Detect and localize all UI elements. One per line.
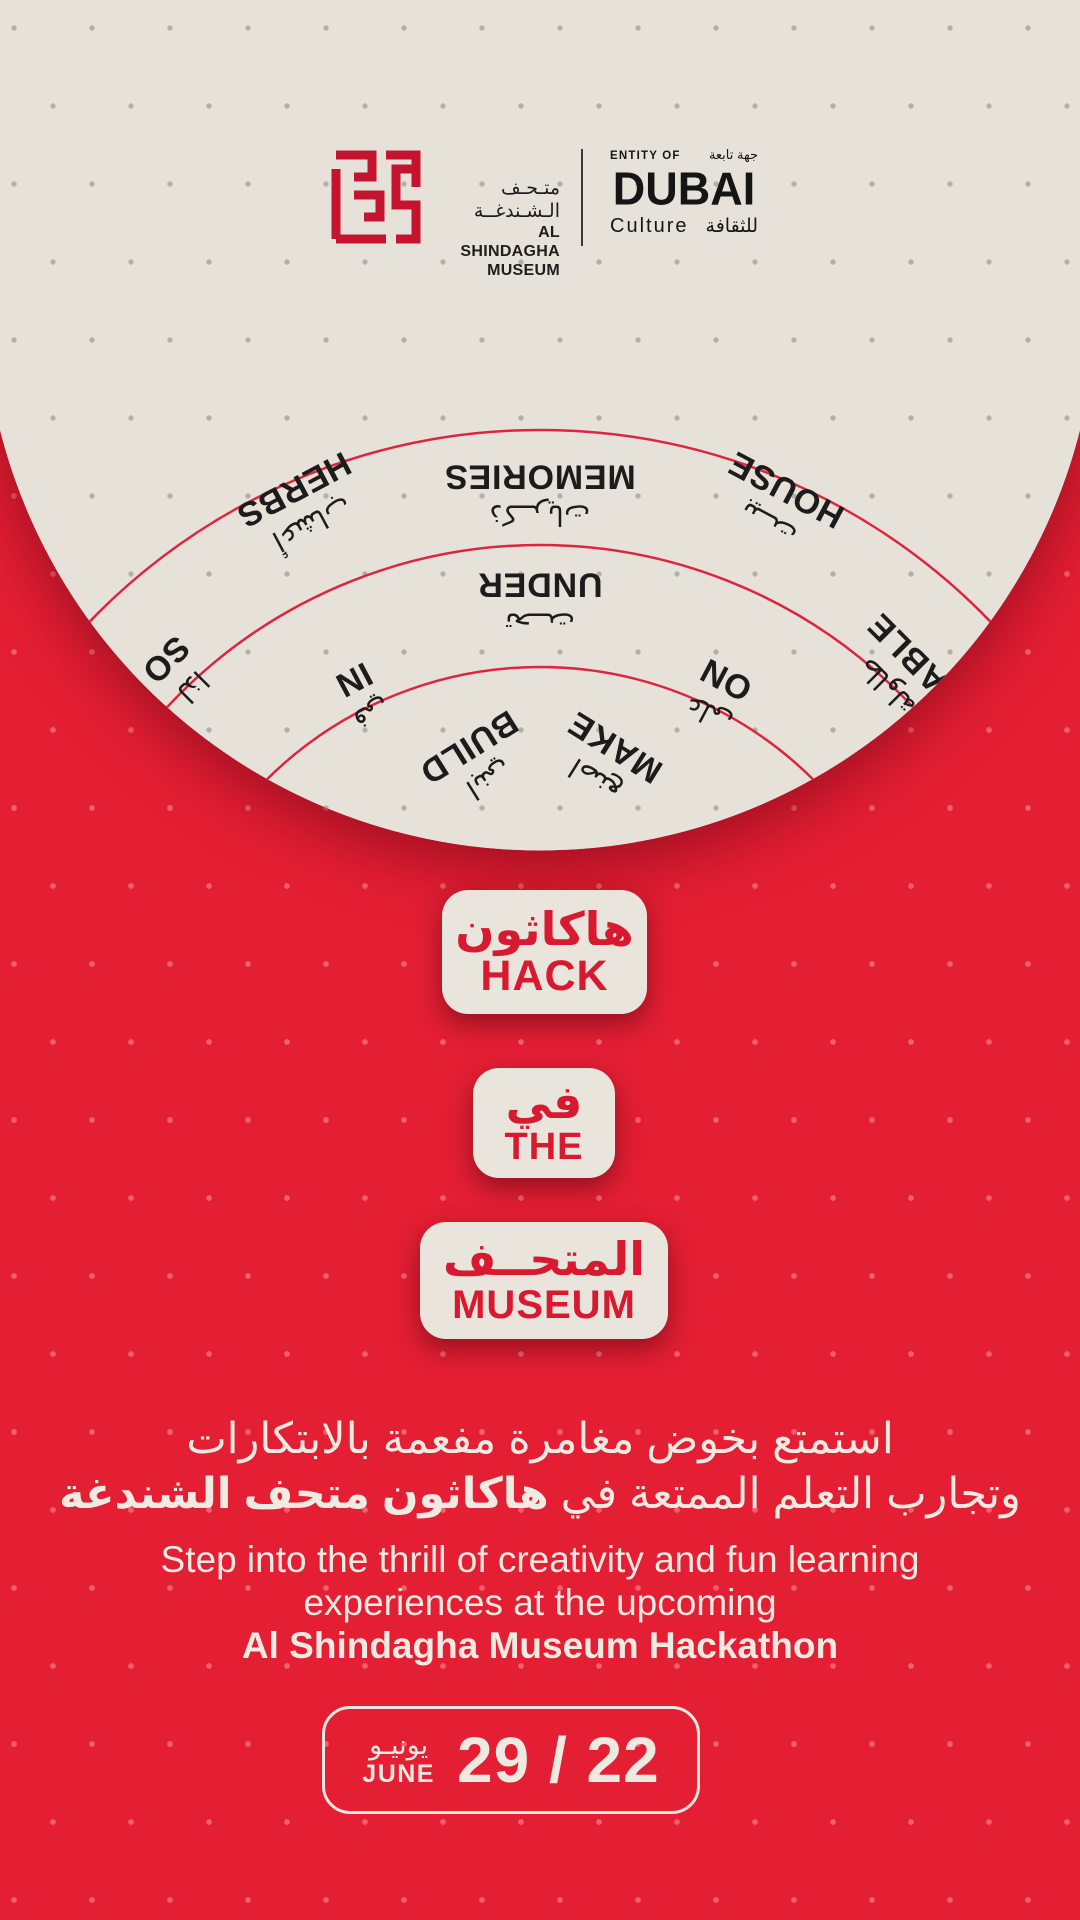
event-month-arabic: يونيـو (369, 1730, 429, 1761)
intro-english-line3: Al Shindagha Museum Hackathon (241, 1625, 839, 1666)
event-month: يونيـو JUNE (362, 1731, 435, 1788)
title-box-the-english: THE (504, 1125, 584, 1168)
intro-paragraph-english: Step into the thrill of creativity and f… (0, 1538, 1080, 1667)
entity-of-row: ENTITY OF جهة تابعة (610, 147, 758, 163)
brand-bar: متـحـف الـشـندغــة AL SHINDAGHA MUSEUM E… (322, 147, 758, 249)
intro-arabic-line2-bold: هاكاثون متحف الشندغة (59, 1470, 549, 1518)
intro-english-line1: Step into the thrill of creativity and f… (160, 1539, 920, 1580)
wheel-label-under: تحــت UNDER (478, 565, 603, 640)
intro-paragraph-arabic: استمتع بخوض مغامرة مفعمة بالابتكارات وتج… (0, 1412, 1080, 1522)
entity-of-label-arabic: جهة تابعة (708, 147, 758, 162)
wheel-label-memories: ذكــريات MEMORIES (444, 457, 636, 532)
event-days: 29 / 22 (456, 1724, 660, 1796)
museum-name-arabic-line2: الـشـندغــة (473, 201, 560, 222)
title-box-museum-arabic: المتحــف (442, 1232, 646, 1285)
event-month-english: JUNE (362, 1760, 435, 1789)
wheel-label-under-english: UNDER (477, 565, 603, 604)
museum-logo-text: متـحـف الـشـندغــة AL SHINDAGHA MUSEUM (440, 177, 560, 280)
logo-divider (581, 149, 583, 246)
culture-label-arabic: للثقافة (705, 216, 758, 237)
entity-of-label: ENTITY OF (610, 150, 681, 162)
wheel-arcs (0, 0, 1080, 900)
dubai-culture-logo: ENTITY OF جهة تابعة DUBAI Culture للثقاف… (610, 147, 758, 238)
title-box-hack-arabic: هاكاثون (455, 902, 634, 955)
museum-name-english-line1: AL SHINDAGHA (460, 224, 560, 260)
museum-name-english-line2: MUSEUM (487, 262, 560, 279)
museum-name-arabic-line1: متـحـف (501, 178, 560, 199)
title-box-the: في THE (473, 1068, 615, 1178)
wheel-label-memories-english: MEMORIES (444, 457, 636, 496)
title-box-the-arabic: في (505, 1076, 583, 1129)
title-box-hack: هاكاثون HACK (442, 890, 647, 1014)
intro-arabic-line2: وتجارب التعلم الممتعة في هاكاثون متحف ال… (0, 1467, 1080, 1522)
wheel-label-memories-arabic: ذكــريات (489, 499, 591, 531)
dubai-wordmark: DUBAI (612, 161, 756, 215)
al-shindagha-kufic-logo-icon (322, 147, 430, 247)
title-box-museum-english: MUSEUM (452, 1283, 636, 1328)
intro-arabic-line1: استمتع بخوض مغامرة مفعمة بالابتكارات (186, 1415, 894, 1463)
wheel-label-under-arabic: تحــت (505, 607, 575, 639)
title-box-hack-english: HACK (480, 952, 609, 1001)
culture-label: Culture (610, 215, 689, 237)
intro-english-line2: experiences at the upcoming (303, 1582, 777, 1623)
culture-row: Culture للثقافة (610, 215, 758, 238)
intro-arabic-line2-regular: وتجارب التعلم الممتعة في (548, 1470, 1021, 1518)
event-date-box: يونيـو JUNE 29 / 22 (322, 1706, 700, 1814)
title-box-museum: المتحــف MUSEUM (420, 1222, 668, 1339)
